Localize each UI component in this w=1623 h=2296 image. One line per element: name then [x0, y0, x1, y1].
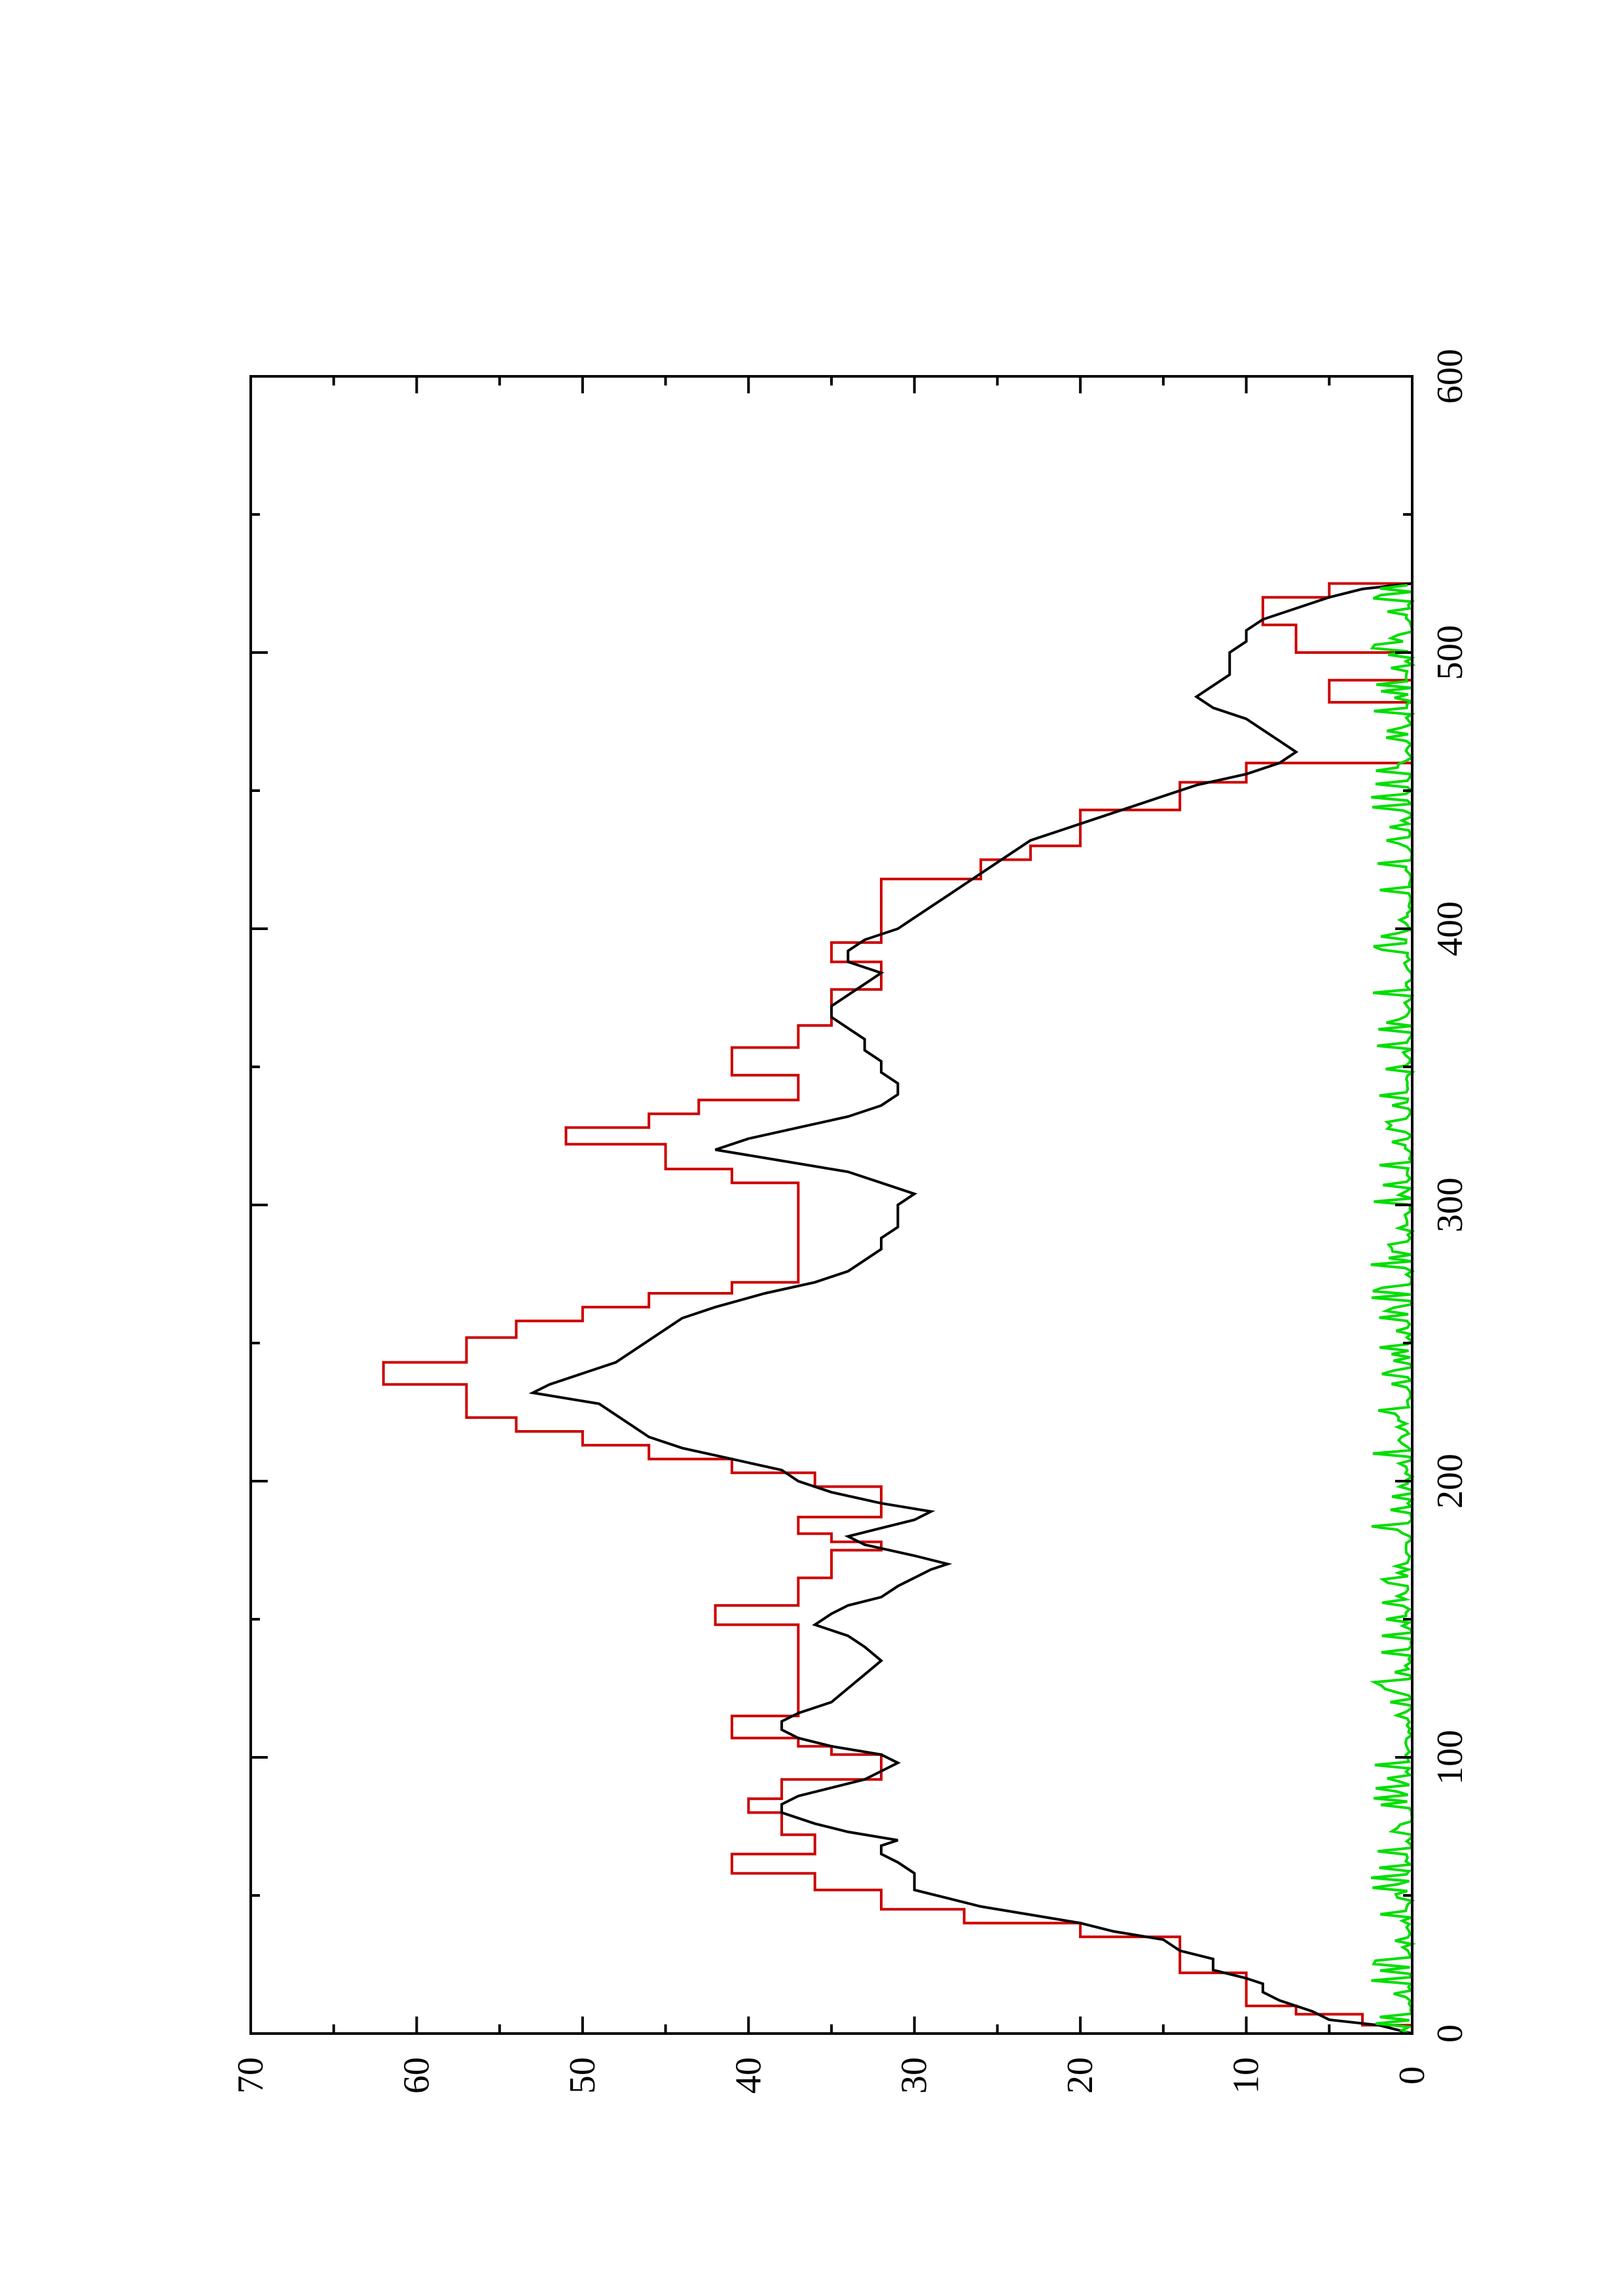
- axis-tick-labels: 0 100 200 300 400 500 600 0 10 20 30 40 50 60 70: [230, 349, 1470, 2094]
- x-tick-label: 500: [1430, 625, 1470, 680]
- x-tick-label: 100: [1430, 1730, 1470, 1785]
- series-line-1: [382, 582, 1413, 2034]
- y-tick-label: 10: [1226, 2057, 1267, 2094]
- x-tick-label: 200: [1430, 1454, 1470, 1509]
- axis-ticks: [249, 375, 1413, 2035]
- y-tick-label: 70: [230, 2057, 271, 2094]
- y-tick-label: 60: [396, 2057, 437, 2094]
- x-tick-label: 300: [1430, 1177, 1470, 1232]
- y-tick-label: 20: [1060, 2057, 1101, 2094]
- plot-frame: [249, 375, 1413, 2035]
- y-tick-label: 50: [562, 2057, 603, 2094]
- series-line-2: [528, 582, 1413, 2035]
- x-tick-label: 600: [1430, 349, 1470, 404]
- x-tick-label: 400: [1430, 901, 1470, 956]
- y-tick-label: 40: [728, 2057, 769, 2094]
- y-tick-label: 0: [1392, 2066, 1432, 2085]
- plot-area: [382, 582, 1417, 2035]
- series-line-3: [1370, 584, 1417, 2035]
- x-tick-label: 0: [1430, 2024, 1470, 2043]
- y-tick-label: 30: [894, 2057, 935, 2094]
